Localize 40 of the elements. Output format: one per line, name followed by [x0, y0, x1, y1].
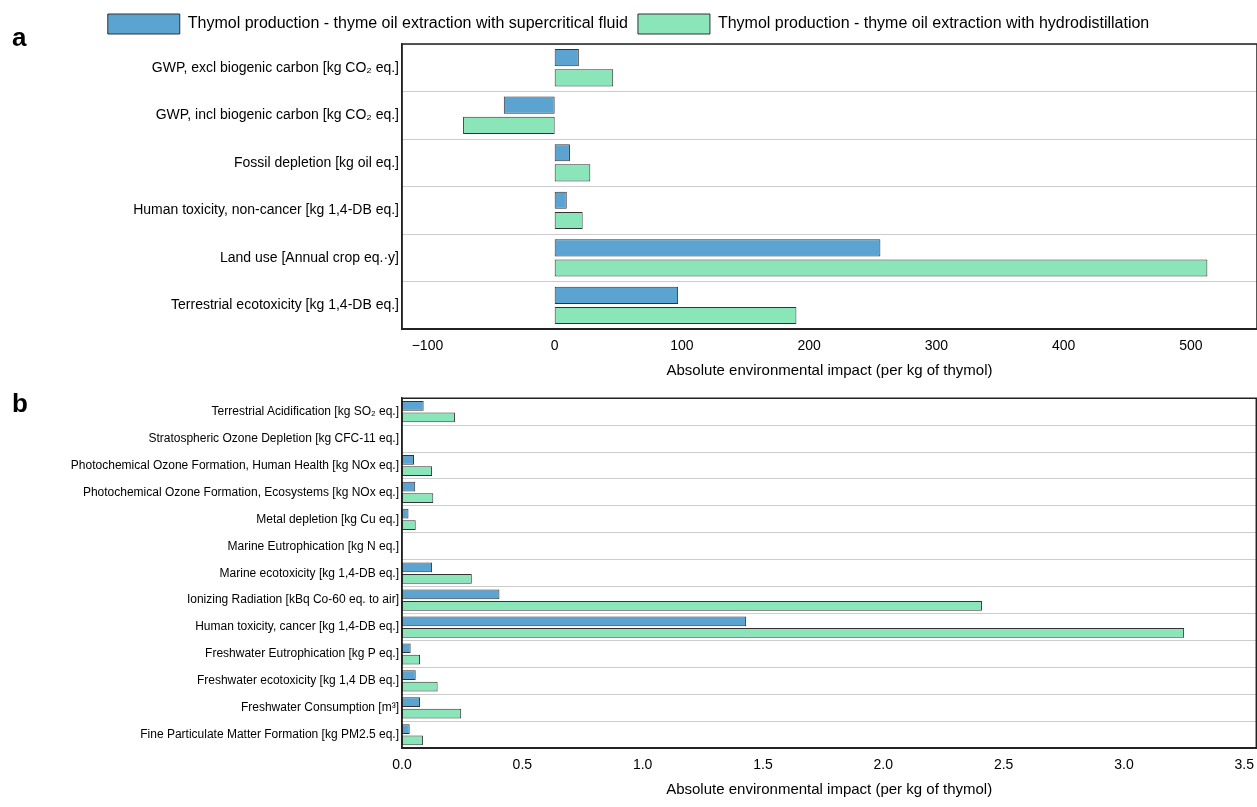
y-tick-label: Metal depletion [kg Cu eq.] — [256, 511, 399, 526]
x-tick-label: 0 — [550, 337, 559, 354]
y-tick-label: Freshwater Eutrophication [kg P eq.] — [205, 646, 399, 661]
x-tick-label: 300 — [924, 337, 949, 354]
x-tick-label: −100 — [411, 337, 444, 354]
x-axis-title: Absolute environmental impact (per kg of thymol) — [666, 780, 993, 798]
x-tick-label: 2.0 — [873, 756, 894, 773]
y-tick-label: Freshwater ecotoxicity [kg 1,4 DB eq.] — [196, 673, 399, 688]
x-tick-label: 500 — [1179, 337, 1203, 354]
x-axis-title: Absolute environmental impact (per kg of thymol) — [666, 361, 993, 379]
legend-label: Thymol production - thyme oil extraction with hydrodistillation — [717, 14, 1150, 32]
y-tick-label: Terrestrial Acidification [kg SO₂ eq.] — [211, 403, 399, 418]
y-tick-label: Marine ecotoxicity [kg 1,4-DB eq.] — [219, 565, 399, 580]
y-tick-label: Ionizing Radiation [kBq Co-60 eq. to air] — [186, 592, 399, 607]
x-tick-label: 0.5 — [512, 756, 533, 773]
x-tick-label: 3.5 — [1234, 756, 1255, 773]
y-tick-label: Human toxicity, cancer [kg 1,4-DB eq.] — [195, 619, 399, 634]
y-tick-label: Human toxicity, non-cancer [kg 1,4-DB eq.] — [133, 201, 399, 218]
y-tick-label: Photochemical Ozone Formation, Ecosystems [kg NOx eq.] — [82, 484, 399, 499]
x-tick-label: 400 — [1051, 337, 1076, 354]
y-tick-label: Stratospheric Ozone Depletion [kg CFC-11 eq.] — [148, 430, 399, 445]
x-tick-label: 2.5 — [993, 756, 1014, 773]
y-tick-label: GWP, excl biogenic carbon [kg CO₂ eq.] — [151, 58, 399, 75]
y-tick-label: GWP, incl biogenic carbon [kg CO₂ eq.] — [155, 106, 399, 123]
text: b — [12, 388, 28, 419]
text: a — [12, 22, 27, 53]
y-tick-label: Land use [Annual crop eq.·y] — [219, 248, 399, 265]
x-tick-label: 1.0 — [632, 756, 653, 773]
x-tick-label: 1.5 — [753, 756, 773, 773]
y-tick-label: Fine Particulate Matter Formation [kg PM2.5 eq.] — [140, 727, 399, 742]
y-tick-label: Marine Eutrophication [kg N eq.] — [227, 538, 399, 553]
y-tick-label: Photochemical Ozone Formation, Human Health [kg NOx eq.] — [70, 457, 399, 472]
legend-label: Thymol production - thyme oil extraction with supercritical fluid — [187, 14, 628, 32]
y-tick-label: Freshwater Consumption [m³] — [240, 700, 399, 715]
y-tick-label: Fossil depletion [kg oil eq.] — [234, 153, 399, 170]
x-tick-label: 0.0 — [392, 756, 412, 773]
x-tick-label: 3.0 — [1114, 756, 1134, 773]
x-tick-label: 100 — [670, 337, 694, 354]
y-tick-label: Terrestrial ecotoxicity [kg 1,4-DB eq.] — [171, 296, 399, 313]
x-tick-label: 200 — [797, 337, 822, 354]
